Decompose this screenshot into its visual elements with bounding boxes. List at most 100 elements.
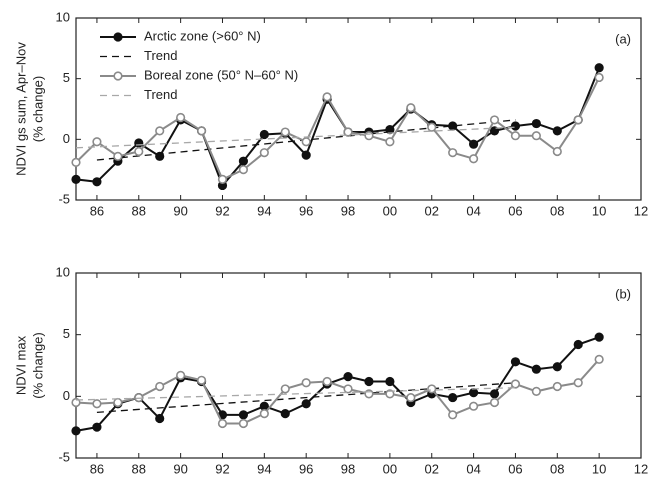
x-tick-label: 96 <box>299 461 313 476</box>
data-point <box>531 131 541 141</box>
data-point <box>280 127 290 137</box>
panel-label: (a) <box>615 31 631 46</box>
data-point <box>259 129 269 140</box>
data-point <box>448 392 458 403</box>
data-point <box>510 131 521 141</box>
x-tick-label: 94 <box>257 461 271 476</box>
legend-marker <box>113 71 123 81</box>
x-tick-label: 00 <box>383 203 397 218</box>
x-tick-label: 08 <box>550 461 564 476</box>
x-tick-label: 92 <box>215 461 229 476</box>
data-point <box>217 174 228 184</box>
x-tick-label: 10 <box>592 203 606 218</box>
data-point <box>594 63 604 73</box>
plot-frame <box>75 272 642 459</box>
data-point <box>448 410 458 420</box>
data-point <box>573 115 583 125</box>
series-line <box>75 336 600 432</box>
data-point <box>259 148 269 158</box>
data-point <box>259 409 269 419</box>
y-tick-label: 5 <box>63 326 70 341</box>
data-point <box>196 126 207 136</box>
data-point <box>113 151 123 161</box>
data-point <box>113 397 123 408</box>
data-point <box>489 389 500 399</box>
y-axis-label: NDVI max <box>13 335 28 395</box>
trend-line <box>75 126 516 149</box>
data-point <box>259 401 269 411</box>
data-point <box>343 384 353 394</box>
data-point <box>71 174 81 184</box>
data-point <box>594 332 604 342</box>
data-point <box>489 397 500 408</box>
x-tick-label: 88 <box>132 461 146 476</box>
data-point <box>343 372 353 382</box>
data-point <box>468 139 479 149</box>
data-point <box>343 127 353 137</box>
legend-label: Trend <box>144 48 177 63</box>
x-tick-label: 06 <box>508 203 522 218</box>
data-point <box>385 376 395 387</box>
y-tick-label: 0 <box>63 388 70 403</box>
data-point <box>238 418 249 429</box>
data-point <box>531 386 541 397</box>
data-point <box>364 131 374 141</box>
data-point <box>531 118 541 129</box>
data-point <box>280 384 290 394</box>
data-point <box>468 154 479 164</box>
panel-label: (b) <box>615 286 631 301</box>
legend-label: Arctic zone (>60° N) <box>144 28 261 43</box>
data-point <box>510 357 521 367</box>
data-point <box>92 177 102 187</box>
data-point <box>176 370 186 380</box>
x-tick-label: 94 <box>257 203 271 218</box>
trend-line <box>96 382 516 414</box>
data-point <box>406 103 416 113</box>
data-point <box>552 381 562 392</box>
data-point <box>92 399 102 409</box>
data-point <box>92 422 102 432</box>
legend-label: Boreal zone (50° N–60° N) <box>144 67 298 82</box>
data-point <box>489 126 500 136</box>
x-tick-label: 12 <box>634 203 648 218</box>
data-point <box>552 146 562 157</box>
data-point <box>238 165 249 175</box>
data-point <box>71 157 81 167</box>
data-point <box>385 389 395 399</box>
y-tick-label: 0 <box>63 131 70 146</box>
data-point <box>301 378 311 388</box>
data-point <box>155 381 165 392</box>
data-point <box>552 362 562 372</box>
x-tick-label: 06 <box>508 461 522 476</box>
x-tick-label: 12 <box>634 461 648 476</box>
x-tick-label: 04 <box>466 461 480 476</box>
trend-line <box>75 387 516 401</box>
data-point <box>552 126 562 136</box>
data-point <box>301 399 311 409</box>
data-point <box>427 384 437 394</box>
data-point <box>238 156 249 166</box>
data-point <box>301 137 311 147</box>
data-point <box>155 413 165 424</box>
y-tick-label: 5 <box>63 70 70 85</box>
x-tick-label: 90 <box>173 461 187 476</box>
data-point <box>510 379 521 389</box>
y-tick-label: 10 <box>56 264 70 279</box>
x-tick-label: 04 <box>466 203 480 218</box>
x-tick-label: 00 <box>383 461 397 476</box>
series-line <box>75 67 601 188</box>
data-point <box>468 388 479 398</box>
y-axis-label: (% change) <box>30 332 45 398</box>
y-axis-label: NDVI gs sum, Apr–Nov <box>13 42 28 176</box>
data-point <box>155 126 165 136</box>
y-tick-label: -5 <box>58 449 70 464</box>
x-tick-label: 90 <box>173 203 187 218</box>
data-point <box>301 150 311 160</box>
data-point <box>134 146 144 157</box>
x-tick-label: 02 <box>425 461 439 476</box>
data-point <box>280 409 290 419</box>
x-tick-label: 02 <box>425 203 439 218</box>
data-point <box>406 392 416 403</box>
x-tick-label: 86 <box>90 203 104 218</box>
